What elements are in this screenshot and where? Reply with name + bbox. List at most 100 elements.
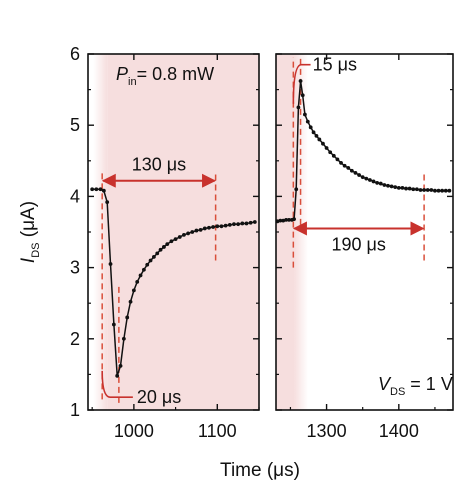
data-point: [121, 336, 126, 341]
data-point: [215, 224, 220, 229]
data-point: [324, 146, 329, 150]
data-point: [346, 166, 351, 170]
data-point: [194, 228, 199, 233]
data-point: [440, 188, 445, 193]
data-point: [321, 141, 325, 146]
y-axis-title-unit: (μA): [18, 201, 39, 243]
annotation-vds: VDS = 1 V: [378, 374, 453, 398]
y-tick-label: 3: [70, 258, 80, 278]
data-point: [177, 235, 182, 239]
data-point: [422, 188, 427, 192]
data-point: [118, 363, 123, 368]
data-point: [418, 188, 423, 192]
data-point: [165, 242, 170, 247]
data-point: [300, 93, 305, 98]
annotation-pin-subscript: in: [128, 76, 137, 88]
data-point: [115, 373, 120, 378]
data-point: [389, 184, 394, 189]
data-point: [90, 187, 95, 192]
data-point: [98, 187, 103, 192]
data-point: [162, 245, 166, 249]
data-point: [294, 187, 299, 192]
data-point: [207, 225, 211, 230]
data-point: [349, 168, 354, 173]
data-point: [298, 79, 303, 83]
data-point: [305, 119, 310, 124]
data-point: [404, 186, 408, 191]
data-point: [232, 222, 236, 227]
data-point: [240, 221, 245, 226]
annotation-vds-subscript: DS: [390, 386, 405, 398]
data-point: [101, 188, 106, 193]
data-point: [353, 171, 358, 175]
data-point: [158, 247, 163, 252]
data-point: [407, 186, 412, 191]
annotation-vds-value: = 1 V: [405, 374, 453, 394]
y-axis-title-symbol: I: [18, 257, 39, 263]
data-point: [378, 181, 383, 186]
data-point: [281, 218, 286, 223]
data-point: [302, 112, 307, 117]
data-point: [328, 150, 333, 155]
data-point: [108, 262, 113, 266]
y-tick-label: 5: [70, 115, 80, 135]
x-tick-label: 1000: [114, 421, 154, 441]
data-point: [411, 187, 416, 192]
panel-left: 1000 1100 130 μs 20 μs Pin= 0.8 mW: [87, 53, 260, 441]
data-point: [436, 188, 441, 193]
data-point: [141, 267, 146, 272]
data-point: [364, 176, 369, 181]
data-point: [186, 231, 190, 236]
x-axis-title: Time (μs): [220, 460, 300, 481]
data-point: [155, 251, 160, 256]
x-tick-label: 1400: [379, 421, 419, 441]
annotation-pin: Pin= 0.8 mW: [116, 64, 214, 88]
data-point: [425, 188, 430, 192]
data-point: [447, 188, 452, 193]
data-point: [314, 133, 319, 138]
data-point: [227, 222, 232, 227]
data-point: [275, 219, 280, 224]
data-point: [400, 185, 405, 190]
x-tick-label: 1100: [198, 421, 237, 441]
data-point: [236, 222, 241, 227]
data-point: [292, 217, 296, 222]
data-point: [151, 255, 156, 259]
y-axis-title-subscript: DS: [30, 243, 42, 258]
shaded-region: [107, 54, 259, 410]
data-point: [128, 299, 133, 304]
data-point: [357, 173, 361, 177]
x-tick-label: 1300: [307, 421, 347, 441]
data-point: [252, 220, 257, 224]
shade-fade: [294, 54, 309, 410]
data-point: [148, 258, 153, 263]
data-point: [382, 183, 387, 187]
data-point: [278, 218, 283, 223]
data-point: [287, 217, 291, 222]
data-point: [111, 322, 116, 327]
bracket-label: 15 μs: [313, 55, 357, 75]
data-point: [308, 125, 313, 130]
data-point: [169, 239, 174, 244]
bracket-line: [292, 63, 311, 104]
data-point: [339, 161, 343, 165]
data-point: [342, 163, 347, 168]
data-point: [375, 180, 380, 185]
annotation-pin-symbol: P: [116, 64, 128, 84]
duration-label: 190 μs: [332, 234, 386, 254]
data-point: [223, 223, 228, 228]
data-point: [433, 188, 437, 193]
duration-label: 130 μs: [132, 155, 186, 175]
data-point: [94, 187, 99, 192]
data-point: [211, 225, 216, 229]
data-point: [368, 178, 372, 182]
data-point: [248, 220, 253, 225]
data-point: [396, 185, 401, 190]
data-point: [105, 200, 110, 204]
data-point: [182, 232, 186, 237]
data-point: [371, 179, 376, 184]
data-point: [219, 224, 224, 229]
data-point: [335, 157, 340, 162]
data-point: [135, 279, 140, 284]
